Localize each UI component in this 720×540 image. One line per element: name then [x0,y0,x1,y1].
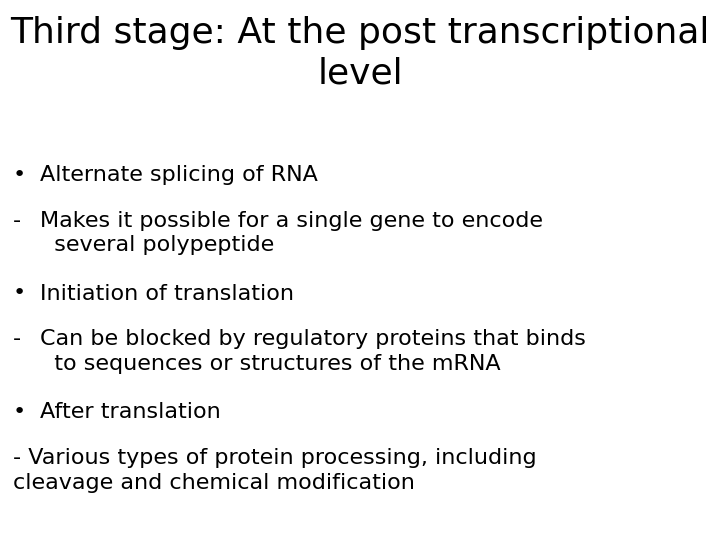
Text: -: - [13,329,21,349]
Text: Third stage: At the post transcriptional
level: Third stage: At the post transcriptional… [10,16,710,91]
Text: •: • [13,284,26,303]
Text: Alternate splicing of RNA: Alternate splicing of RNA [40,165,318,185]
Text: After translation: After translation [40,402,220,422]
Text: Can be blocked by regulatory proteins that binds
  to sequences or structures of: Can be blocked by regulatory proteins th… [40,329,585,374]
Text: •: • [13,165,26,185]
Text: - Various types of protein processing, including
cleavage and chemical modificat: - Various types of protein processing, i… [13,448,536,493]
Text: Makes it possible for a single gene to encode
  several polypeptide: Makes it possible for a single gene to e… [40,211,543,255]
Text: -: - [13,211,21,231]
Text: Initiation of translation: Initiation of translation [40,284,294,303]
Text: •: • [13,402,26,422]
